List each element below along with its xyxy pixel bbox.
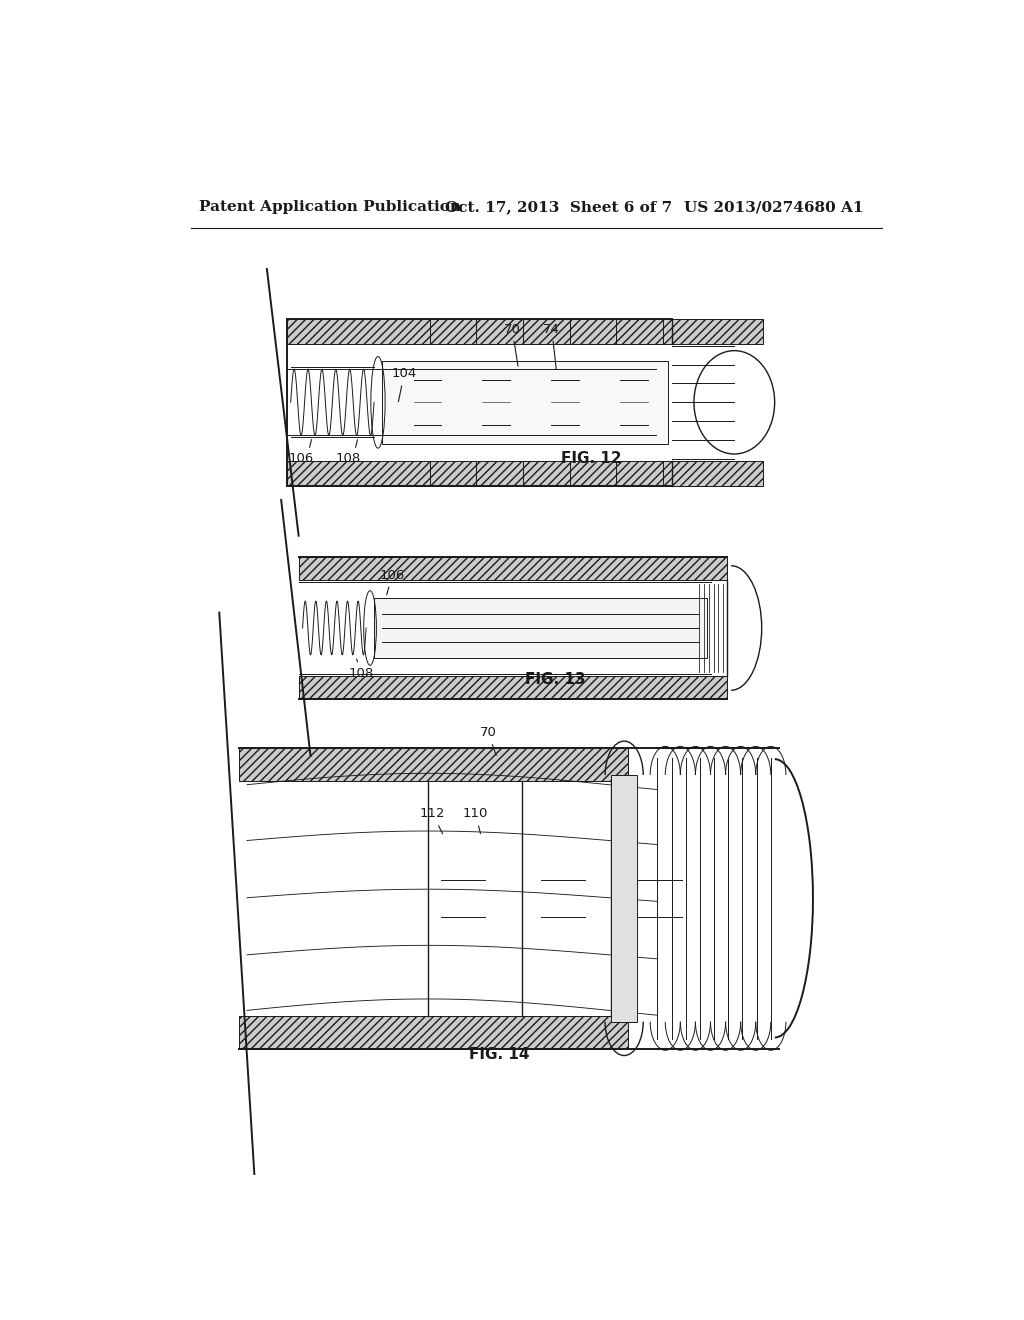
Bar <box>287 319 673 345</box>
Text: 104: 104 <box>391 367 417 401</box>
Text: 108: 108 <box>349 659 374 680</box>
Text: 108: 108 <box>336 451 361 465</box>
Text: 70: 70 <box>480 726 497 755</box>
Text: FIG. 12: FIG. 12 <box>560 450 622 466</box>
Bar <box>239 748 628 781</box>
Text: 106: 106 <box>380 569 404 595</box>
Bar <box>239 1015 628 1049</box>
Text: Oct. 17, 2013  Sheet 6 of 7: Oct. 17, 2013 Sheet 6 of 7 <box>445 201 673 214</box>
Text: US 2013/0274680 A1: US 2013/0274680 A1 <box>684 201 863 214</box>
Text: 112: 112 <box>420 808 445 834</box>
Text: FIG. 14: FIG. 14 <box>469 1047 529 1063</box>
Bar <box>611 775 637 1022</box>
Text: 70: 70 <box>504 322 520 366</box>
Text: Patent Application Publication: Patent Application Publication <box>200 201 462 214</box>
Text: 106: 106 <box>289 451 313 465</box>
Bar <box>673 319 763 345</box>
Text: FIG. 13: FIG. 13 <box>524 672 586 688</box>
Bar <box>299 676 727 700</box>
Text: 110: 110 <box>463 808 488 834</box>
Bar <box>374 598 708 657</box>
Text: 74: 74 <box>544 322 560 370</box>
Bar <box>382 360 668 444</box>
Bar <box>673 461 763 486</box>
Bar <box>299 557 727 579</box>
Bar <box>287 461 673 486</box>
